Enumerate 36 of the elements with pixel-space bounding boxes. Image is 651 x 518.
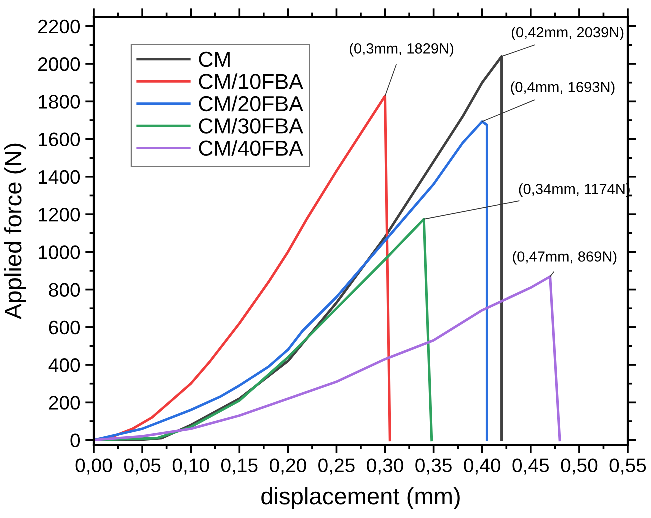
x-tick-label: 0,50 [561,458,598,475]
x-tick-label: 0,55 [610,458,646,475]
x-tick-label: 0,05 [124,458,161,475]
x-axis-title: displacement (mm) [262,487,460,510]
y-tick-label: 600 [49,320,80,335]
line-series [94,276,562,442]
y-tick-label: 2000 [38,58,80,72]
y-tick-label: 400 [48,358,80,372]
y-tick-label: 200 [49,396,80,410]
y-tick-label: 1400 [39,170,80,184]
y-tick-label: 2200 [38,20,80,34]
y-tick-label: 800 [49,283,80,298]
x-tick-label: 0,10 [172,458,210,475]
x-tick-label: 0,45 [512,458,550,475]
x-tick-label: 0,00 [76,458,112,475]
annotation: (0,3mm, 1829N) [350,43,454,57]
legend-label: CM/10FBA [199,74,304,90]
y-tick-label: 1600 [39,132,80,147]
y-tick-label: 0 [70,434,80,448]
y-tick-label: 1800 [39,95,80,109]
x-tick-label: 0,35 [416,458,452,475]
y-tick-label: 1200 [39,208,80,222]
x-tick-label: 0,30 [367,458,404,475]
x-tick-label: 0,20 [270,458,306,475]
y-axis-title: Applied force (N) [4,144,26,320]
annotation: (0,4mm, 1693N) [511,82,615,96]
y-tick-label: 1000 [39,246,80,260]
legend-label: CM/30FBA [199,118,304,134]
x-tick-label: 0,25 [318,458,355,475]
annotation: (0,47mm, 869N) [513,251,617,265]
legend-label: CM/20FBA [199,96,304,112]
annotation: (0,42mm, 2039N) [512,26,624,41]
legend-label: CM [199,52,230,68]
x-tick-label: 0,40 [464,458,501,475]
x-tick-label: 0,15 [221,458,258,475]
legend-label: CM/40FBA [199,140,304,156]
